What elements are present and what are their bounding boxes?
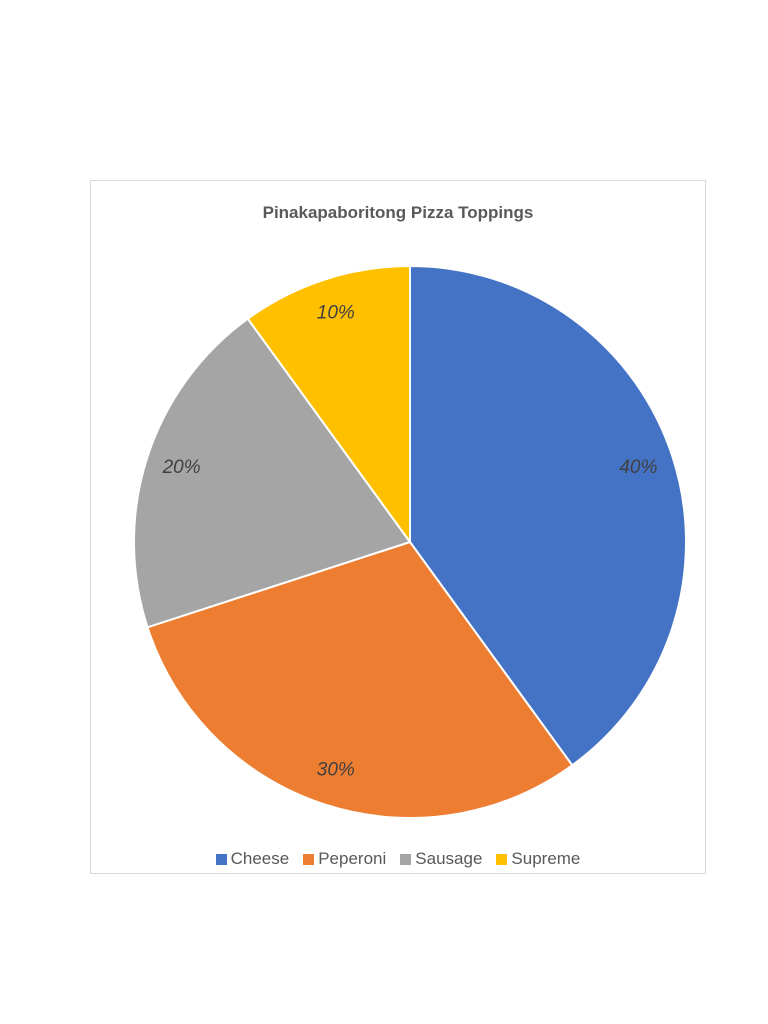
pie-slice-cheese — [409, 264, 687, 767]
legend-item-cheese: Cheese — [215, 849, 290, 869]
chart-area: Pinakapaboritong Pizza Toppings 40% 30% 20… — [90, 180, 706, 874]
legend-swatch-sausage — [400, 853, 412, 865]
legend-item-peperoni: Peperoni — [303, 849, 386, 869]
legend-swatch-peperoni — [303, 853, 315, 865]
legend-label-supreme: Supreme — [511, 849, 581, 868]
legend-label-sausage: Sausage — [415, 849, 483, 868]
pie-chart: 40% 30% 20% 10% — [133, 264, 687, 819]
data-label-supreme: 10% — [317, 303, 355, 324]
legend-label-cheese: Cheese — [230, 849, 290, 868]
legend-swatch-cheese — [215, 853, 227, 865]
data-label-peperoni: 30% — [317, 759, 355, 780]
pie-slice-sausage — [133, 317, 412, 629]
data-label-sausage: 20% — [162, 457, 201, 478]
chart-legend: Cheese Peperoni Sausage Supreme — [91, 849, 705, 869]
chart-title: Pinakapaboritong Pizza Toppings — [262, 203, 534, 222]
legend-item-supreme: Supreme — [496, 849, 580, 869]
legend-swatch-supreme — [496, 853, 508, 865]
legend-item-sausage: Sausage — [400, 849, 482, 869]
legend-label-peperoni: Peperoni — [318, 849, 387, 868]
data-label-cheese: 40% — [619, 457, 657, 478]
pie-slice-peperoni — [146, 540, 574, 819]
pie-slice-supreme — [246, 264, 411, 546]
